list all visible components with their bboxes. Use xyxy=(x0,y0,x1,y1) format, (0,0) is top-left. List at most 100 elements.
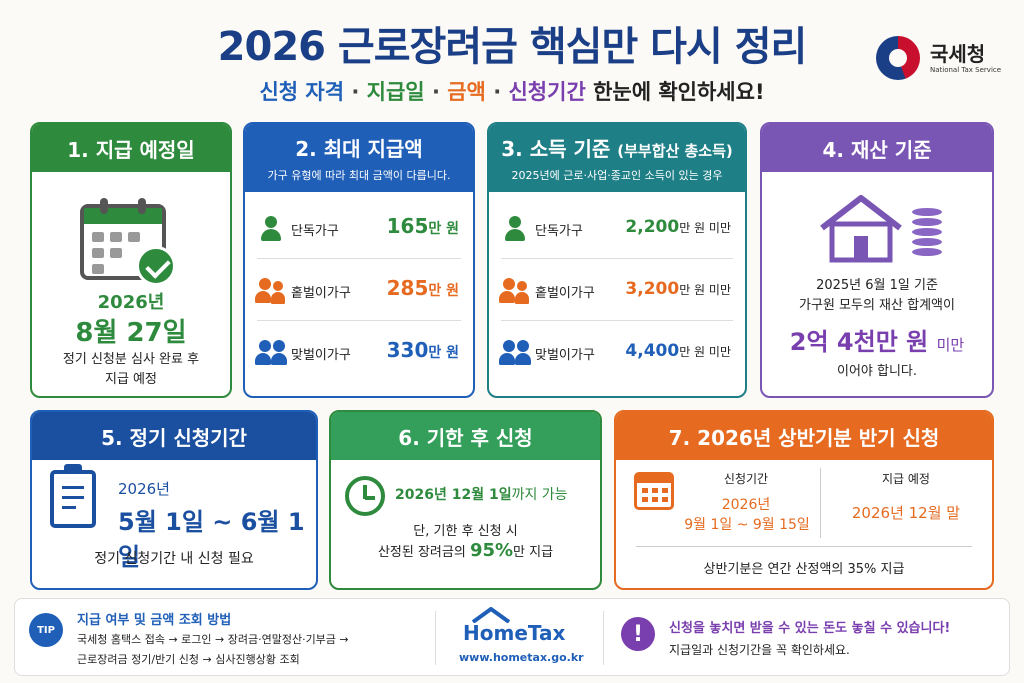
divider xyxy=(435,611,436,665)
subtitle-item-eligibility: 신청 자격 xyxy=(259,80,345,104)
late-note-pre: 산정된 장려금의 xyxy=(377,545,466,560)
apply-period-year: 2026년 xyxy=(721,497,771,513)
list-item: 홑벌이가구 3,200만 원 미만 xyxy=(489,260,745,320)
card-header: 2. 최대 지급액 가구 유형에 따라 최대 금액이 다릅니다. xyxy=(245,124,473,192)
two-persons-icon xyxy=(499,340,531,366)
amount-number: 330 xyxy=(386,338,429,362)
amount-unit: 만 원 xyxy=(428,283,459,299)
divider xyxy=(636,546,972,547)
income-unit: 만 원 미만 xyxy=(679,345,731,359)
person-icon xyxy=(259,216,283,242)
subtitle-separator: · xyxy=(351,80,360,104)
subtitle-separator: · xyxy=(431,80,440,104)
card-header: 1. 지급 예정일 xyxy=(32,124,230,172)
card-header: 4. 재산 기준 xyxy=(762,124,992,172)
divider xyxy=(257,320,461,321)
payment-note: 정기 신청분 심사 완료 후 지급 예정 xyxy=(32,350,230,390)
card-header: 7. 2026년 상반기분 반기 신청 xyxy=(616,412,992,460)
household-label: 맞벌이가구 xyxy=(291,348,351,363)
list-item: 맞벌이가구 4,400만 원 미만 xyxy=(489,322,745,382)
household-label: 홑벌이가구 xyxy=(535,286,595,301)
income-unit: 만 원 미만 xyxy=(679,283,731,297)
period-dates: 5월 1일 ~ 6월 1일 xyxy=(118,508,305,571)
household-label: 홑벌이가구 xyxy=(291,286,351,301)
footer-panel: TIP 지급 여부 및 금액 조회 방법 국세청 홈택스 접속 → 로그인 → … xyxy=(14,598,1010,676)
card-title: 3. 소득 기준 (부부합산 총소득) xyxy=(501,133,733,162)
list-item: 단독가구 2,200만 원 미만 xyxy=(489,198,745,258)
card-title-small: (부부합산 총소득) xyxy=(617,142,733,160)
tip-step-line2: 근로장려금 정기/반기 신청 → 심사진행상황 조회 xyxy=(77,653,300,666)
house-icon xyxy=(820,195,902,263)
apply-period-dates: 9월 1일 ~ 9월 15일 xyxy=(684,517,810,533)
two-persons-icon xyxy=(499,278,529,304)
amount-value: 285만 원 xyxy=(387,276,459,300)
amount-value: 165만 원 xyxy=(387,214,459,238)
divider xyxy=(257,258,461,259)
income-number: 3,200 xyxy=(625,279,680,299)
amount-number: 165 xyxy=(386,214,429,238)
subtitle-separator: · xyxy=(493,80,502,104)
income-value: 4,400만 원 미만 xyxy=(625,341,731,361)
payment-schedule-label: 지급 예정 xyxy=(882,472,930,486)
card-header: 3. 소득 기준 (부부합산 총소득) 2025년에 근로·사업·종교인 소득이… xyxy=(489,124,745,192)
clipboard-icon xyxy=(50,464,96,528)
late-percent: 95% xyxy=(469,540,514,561)
household-label: 단독가구 xyxy=(535,224,583,239)
period-note: 정기 신청기간 내 신청 필요 xyxy=(94,551,254,567)
half-year-note: 상반기분은 연간 산정액의 35% 지급 xyxy=(703,562,905,577)
tip-icon: TIP xyxy=(29,613,63,647)
warning-icon: ! xyxy=(621,617,655,651)
payment-year: 2026년 xyxy=(97,292,165,313)
property-limit-value: 2억 4천만 원 xyxy=(789,328,929,356)
card-max-amount: 2. 최대 지급액 가구 유형에 따라 최대 금액이 다릅니다. 단독가구 16… xyxy=(243,122,475,398)
apply-period-label: 신청기간 xyxy=(723,472,769,486)
late-deadline: 2026년 12월 1일까지 가능 xyxy=(395,484,568,504)
hometax-logo[interactable]: HomeTax xyxy=(463,621,566,645)
payment-note-line1: 정기 신청분 심사 완료 후 xyxy=(62,352,200,367)
amount-number: 285 xyxy=(386,276,429,300)
page-title: 2026 근로장려금 핵심만 다시 정리 xyxy=(217,24,808,70)
subtitle-item-amount: 금액 xyxy=(447,80,486,104)
list-item: 홑벌이가구 285만 원 xyxy=(245,260,473,320)
card-property-criteria: 4. 재산 기준 2025년 6월 1일 기준 가구원 모두의 재산 합계액이 … xyxy=(760,122,994,398)
late-deadline-suffix: 까지 가능 xyxy=(511,487,568,503)
card-header: 5. 정기 신청기간 xyxy=(32,412,316,460)
page-subtitle: 신청 자격 · 지급일 · 금액 · 신청기간 한눈에 확인하세요! xyxy=(0,76,1024,106)
payment-note-line2: 지급 예정 xyxy=(105,372,157,387)
nts-logo-english: National Tax Service xyxy=(930,66,1002,74)
nts-logo: 국세청 National Tax Service xyxy=(876,36,1016,80)
card-half-year-application: 7. 2026년 상반기분 반기 신청 신청기간 2026년 9월 1일 ~ 9… xyxy=(614,410,994,590)
two-persons-icon xyxy=(255,278,285,304)
two-persons-icon xyxy=(255,340,287,366)
property-line2: 가구원 모두의 재산 합계액이 xyxy=(799,298,955,313)
subtitle-tail: 한눈에 확인하세요! xyxy=(593,80,765,104)
card-regular-period: 5. 정기 신청기간 2026년 5월 1일 ~ 6월 1일 정기 신청기간 내… xyxy=(30,410,318,590)
income-value: 2,200만 원 미만 xyxy=(625,217,731,237)
tip-step-line1: 국세청 홈택스 접속 → 로그인 → 장려금·연말정산·기부금 → xyxy=(77,633,349,646)
income-unit: 만 원 미만 xyxy=(679,221,731,235)
hometax-url[interactable]: www.hometax.go.kr xyxy=(459,651,584,664)
property-description: 2025년 6월 1일 기준 가구원 모두의 재산 합계액이 xyxy=(762,276,992,316)
subtitle-item-period: 신청기간 xyxy=(508,80,586,104)
card-income-criteria: 3. 소득 기준 (부부합산 총소득) 2025년에 근로·사업·종교인 소득이… xyxy=(487,122,747,398)
amount-unit: 만 원 xyxy=(428,221,459,237)
list-item: 맞벌이가구 330만 원 xyxy=(245,322,473,382)
nts-emblem-icon xyxy=(876,36,920,80)
card-title-main: 3. 소득 기준 xyxy=(501,137,611,161)
card-late-application: 6. 기한 후 신청 2026년 12월 1일까지 가능 단, 기한 후 신청 … xyxy=(329,410,602,590)
tip-title: 지급 여부 및 금액 조회 방법 xyxy=(77,613,232,628)
coins-icon xyxy=(910,206,946,260)
late-note-post: 만 지급 xyxy=(513,545,554,560)
divider xyxy=(501,258,733,259)
clock-icon xyxy=(345,476,385,516)
person-icon xyxy=(503,216,527,242)
card-title: 2. 최대 지급액 xyxy=(295,137,423,161)
card-header: 6. 기한 후 신청 xyxy=(331,412,600,460)
divider xyxy=(501,320,733,321)
check-icon xyxy=(136,246,176,286)
divider xyxy=(820,468,821,538)
property-line1: 2025년 6월 1일 기준 xyxy=(816,278,938,293)
period-year: 2026년 xyxy=(118,480,170,498)
calendar-check-icon xyxy=(80,198,166,280)
property-end: 이어야 합니다. xyxy=(836,364,918,379)
